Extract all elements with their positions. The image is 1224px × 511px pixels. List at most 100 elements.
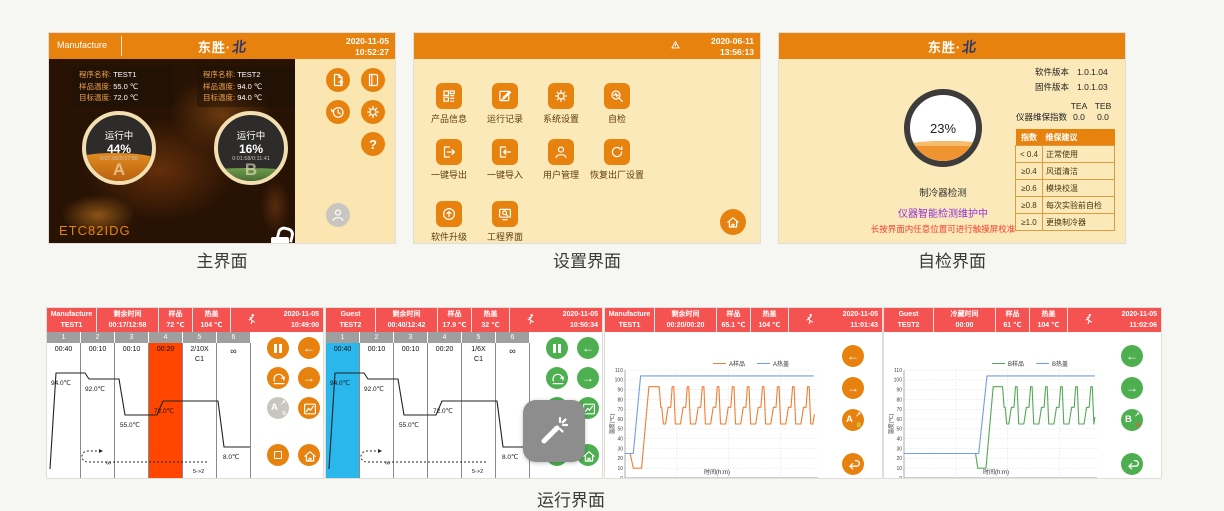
module-b-status: 运行中: [236, 131, 266, 142]
home-button[interactable]: [720, 209, 746, 235]
forward-button[interactable]: →: [1121, 377, 1143, 399]
arrow-right-icon: →: [847, 381, 859, 395]
chart-legend: B样品 B热盖: [992, 359, 1068, 368]
back-button[interactable]: ←: [1121, 345, 1143, 367]
program-library-button[interactable]: [361, 68, 385, 92]
step-6-hold[interactable]: ∞: [217, 343, 251, 478]
legend-swatch-lid: [757, 362, 771, 365]
temperature-chart: A样品 A热盖 0 10 20 30 40 50 60 70 80 90 100 110 00:00 00…: [609, 356, 829, 478]
forward-button[interactable]: →: [298, 367, 320, 389]
step-3[interactable]: 00:10: [394, 343, 428, 478]
gear-icon: [367, 105, 379, 119]
module-a-gauge[interactable]: 运行中 44% 0:07:55/0:17:55 A: [82, 111, 156, 185]
return-button[interactable]: [842, 453, 864, 475]
firmware-version-label: 固件版本: [1034, 82, 1069, 93]
back-button[interactable]: ←: [577, 337, 599, 359]
header-remaining-time: 剩余时间 00:17/12:58: [97, 308, 159, 332]
module-a-toggle-icon: A ↗ B: [846, 411, 861, 429]
home-button[interactable]: [298, 444, 320, 466]
svg-text:0: 0: [899, 476, 902, 478]
caption-settings: 设置界面: [553, 252, 621, 271]
settings-item-self-check[interactable]: 自检: [586, 83, 648, 125]
arrow-left-icon: ←: [847, 349, 859, 363]
run-body: A样品 A热盖 0 10 20 30 40 50 60 70 80 90 100 110 00:00 00…: [605, 332, 882, 478]
settings-item-export[interactable]: 一键导出: [418, 139, 480, 181]
col-index: 指数: [1015, 129, 1043, 146]
sample-temp-value: 94.0 ℃: [237, 81, 263, 91]
back-button[interactable]: ←: [298, 337, 320, 359]
header-sample-temp: 样品 72 ℃: [159, 308, 193, 332]
item-label: 系统设置: [542, 114, 579, 124]
settings-item-run-records[interactable]: 运行记录: [474, 83, 536, 125]
settings-button[interactable]: [361, 100, 385, 124]
loop-infinity: ∞: [385, 460, 390, 467]
module-a-percent: 44%: [106, 142, 132, 156]
new-program-button[interactable]: [326, 68, 350, 92]
settings-item-factory-reset[interactable]: 恢复出厂设置: [586, 139, 648, 181]
table-row: ≥0.4 风道清洁: [1015, 162, 1115, 180]
program-name-label: 程序名称:: [79, 70, 112, 79]
module-a-letter: A: [112, 160, 126, 179]
return-button[interactable]: [1121, 453, 1143, 475]
header-lid-temp: 热盖 104 ℃: [1030, 308, 1068, 332]
screen-run-b-chart: Guest TEST2 冷藏时间 00:00 样品 61 ℃ 热盖 104 ℃ 2020…: [883, 307, 1162, 479]
chart-view-button[interactable]: [298, 397, 320, 419]
step-2[interactable]: 00:10: [360, 343, 394, 478]
back-button[interactable]: ←: [842, 345, 864, 367]
pause-button[interactable]: [267, 337, 289, 359]
forward-button[interactable]: →: [577, 367, 599, 389]
item-label: 运行记录: [486, 114, 523, 124]
temp-92: 92.0℃: [85, 386, 105, 393]
run-header: Manufacture TEST1 剩余时间 00:20/00:20 样品 65.1 …: [605, 308, 882, 332]
home-icon: [727, 217, 739, 228]
settings-item-product-info[interactable]: 产品信息: [418, 83, 480, 125]
header-user-program: Manufacture TEST1: [605, 308, 655, 332]
step-1[interactable]: 00:40: [47, 343, 81, 478]
switch-module-button[interactable]: B↗A: [1121, 409, 1143, 431]
module-b-letter: B: [244, 160, 258, 179]
unlock-icon[interactable]: [271, 237, 289, 243]
firmware-version-value: 1.0.1.03: [1077, 82, 1108, 93]
running-person-icon: [248, 313, 255, 325]
teb-column-label: TEB: [1094, 101, 1112, 111]
settings-item-user-management[interactable]: 用户管理: [530, 139, 592, 181]
temp-55: 55.0℃: [120, 422, 140, 429]
settings-item-software-upgrade[interactable]: 软件升级: [418, 201, 480, 243]
module-b-gauge[interactable]: 运行中 16% 0:01:58/0:11:41 B: [214, 111, 288, 185]
program-name-value: TEST2: [237, 70, 261, 79]
settings-item-engineering-ui[interactable]: 工程界面: [474, 201, 536, 243]
forward-button[interactable]: →: [842, 377, 864, 399]
step-2[interactable]: 00:10: [81, 343, 115, 478]
item-label: 产品信息: [430, 114, 467, 124]
brand-text: 东胜·: [927, 40, 962, 55]
stop-button[interactable]: [267, 444, 289, 466]
user-icon: [332, 209, 344, 221]
tea-column-label: TEA: [1070, 101, 1088, 111]
screen-main: Manufacture 东胜·北 2020-11-05 10:52:27 程序名称…: [48, 32, 396, 244]
switch-module-button[interactable]: A ↗ B: [842, 409, 864, 431]
step-3[interactable]: 00:10: [115, 343, 149, 478]
user-button[interactable]: [326, 203, 350, 227]
settings-item-import[interactable]: 一键导入: [474, 139, 536, 181]
datetime: 2020-06-11 13:56:13: [711, 36, 754, 57]
history-button[interactable]: [326, 100, 350, 124]
header-lid-temp: 热盖 104 ℃: [751, 308, 789, 332]
header-datetime: 2020-11-05 10:50:34: [510, 308, 602, 332]
header-sample-temp: 样品 61 ℃: [996, 308, 1030, 332]
screen-selfcheck: 东胜·北 23% 制冷器检测 仪器智能检测维护中 长按界面内任意位置可进行触摸屏…: [778, 32, 1126, 244]
table-row: ≥1.0 更换制冷器: [1015, 213, 1115, 231]
step-1-active[interactable]: 00:40: [326, 343, 360, 478]
module-b-toggle-icon: B↗A: [1125, 411, 1140, 429]
run-header: Manufacture TEST1 剩余时间 00:17/12:58 样品 72 ℃ …: [47, 308, 323, 332]
brand-mark: 北: [960, 39, 978, 57]
settings-item-system-settings[interactable]: 系统设置: [530, 83, 592, 125]
step-5-cycle[interactable]: 2/10X C1: [183, 343, 217, 478]
step-5-cycle[interactable]: 1/6X C1: [462, 343, 496, 478]
date-text: 2020-06-11: [710, 36, 754, 46]
skip-step-button[interactable]: [267, 367, 289, 389]
pause-button[interactable]: [546, 337, 568, 359]
system-settings-icon: [554, 89, 568, 103]
magic-wand-overlay-button[interactable]: [523, 400, 585, 462]
skip-step-button[interactable]: [546, 367, 568, 389]
help-button[interactable]: ?: [361, 132, 385, 156]
